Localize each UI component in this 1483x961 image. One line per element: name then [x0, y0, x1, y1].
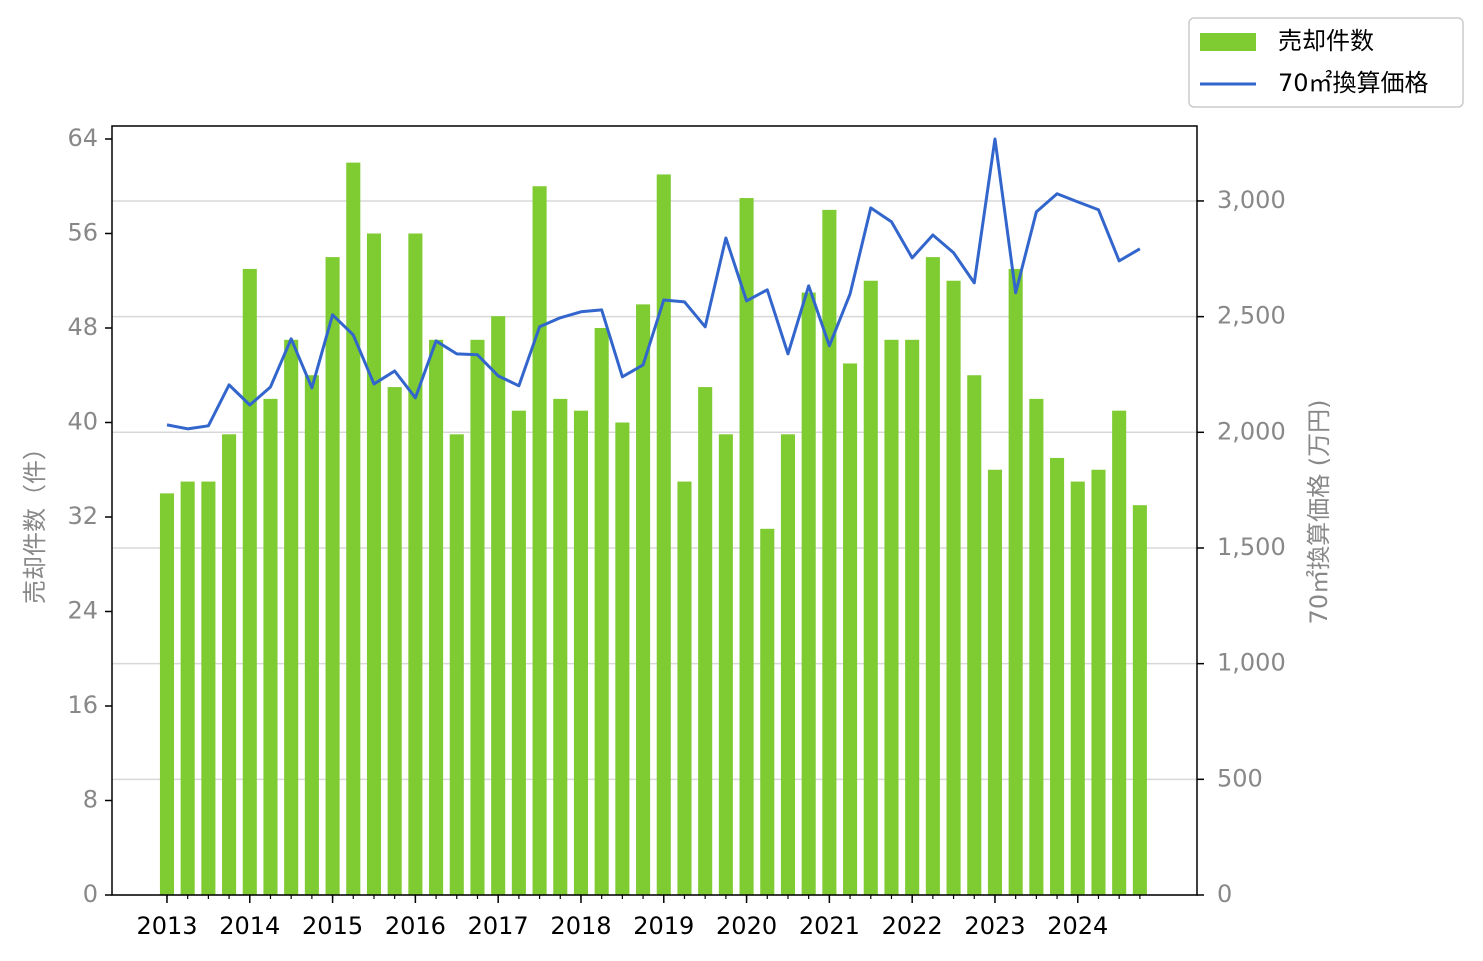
- y-tick-label: 64: [67, 124, 98, 152]
- y2-tick-label: 2,000: [1217, 417, 1286, 445]
- bar: [387, 387, 402, 895]
- plot-frame: [111, 125, 1198, 896]
- bar: [594, 327, 609, 896]
- y2-tick-label: 1,500: [1217, 533, 1286, 561]
- bar: [304, 375, 319, 895]
- bar: [366, 233, 382, 895]
- bar: [656, 174, 671, 895]
- bar: [884, 339, 899, 895]
- y-tick-label: 48: [67, 313, 98, 341]
- bar: [677, 481, 692, 895]
- bar: [718, 434, 733, 895]
- bar: [987, 469, 1003, 895]
- bar: [967, 375, 982, 895]
- bar: [863, 280, 878, 895]
- x-tick-label: 2019: [633, 912, 694, 940]
- bar: [1091, 469, 1106, 895]
- bar: [532, 186, 547, 895]
- bar: [1008, 268, 1023, 896]
- bar: [470, 339, 485, 895]
- bar: [925, 257, 940, 895]
- line: [166, 137, 1141, 431]
- bar: [698, 387, 713, 895]
- bar: [242, 268, 257, 896]
- bar: [905, 339, 920, 895]
- bar: [1050, 457, 1065, 895]
- x-tick-label: 2022: [882, 912, 943, 940]
- bar: [553, 398, 568, 895]
- bar: [429, 339, 444, 895]
- bar: [491, 316, 506, 895]
- bar: [263, 398, 278, 895]
- bar: [573, 410, 589, 895]
- y2-tick-label: 1,000: [1217, 649, 1286, 677]
- bar: [615, 422, 630, 895]
- y2-tick-label: 500: [1217, 764, 1263, 792]
- bar: [843, 363, 858, 895]
- bar: [760, 528, 775, 895]
- legend: 売却件数 70㎡換算価格: [1188, 17, 1464, 108]
- x-tick-label: 2014: [219, 912, 280, 940]
- x-tick-label: 2016: [385, 912, 446, 940]
- bar: [284, 339, 299, 895]
- y2-tick-label: 3,000: [1217, 186, 1286, 214]
- y-axis-label: 売却件数（件）: [21, 436, 49, 604]
- x-tick-label: 2023: [964, 912, 1025, 940]
- x-tick-label: 2015: [302, 912, 363, 940]
- bar: [449, 434, 464, 895]
- x-tick-label: 2017: [468, 912, 529, 940]
- bar: [1112, 410, 1127, 895]
- bar: [1132, 505, 1147, 895]
- bar: [346, 162, 361, 896]
- x-tick-label: 2020: [716, 912, 777, 940]
- x-tick-label: 2018: [550, 912, 611, 940]
- bar: [739, 198, 754, 896]
- bar: [780, 434, 796, 895]
- bar: [636, 304, 651, 895]
- y2-tick-label: 0: [1217, 880, 1232, 908]
- bar: [180, 481, 195, 895]
- y-tick-label: 40: [67, 407, 98, 435]
- bar: [408, 233, 423, 895]
- bar: [201, 481, 216, 895]
- bar: [946, 280, 961, 895]
- bar: [222, 434, 237, 895]
- y2-tick-label: 2,500: [1217, 302, 1286, 330]
- y-tick-label: 0: [83, 880, 98, 908]
- y-tick-label: 32: [67, 502, 98, 530]
- bar: [822, 209, 837, 895]
- bar: [325, 257, 340, 895]
- bar: [801, 292, 816, 895]
- x-tick-label: 2021: [799, 912, 860, 940]
- legend-label: 売却件数: [1278, 27, 1374, 55]
- bar: [159, 493, 175, 895]
- y-tick-label: 56: [67, 218, 98, 246]
- y-tick-label: 24: [67, 596, 98, 624]
- x-tick-label: 2013: [136, 912, 197, 940]
- bar: [1070, 481, 1085, 895]
- bar: [1029, 398, 1044, 895]
- x-tick-label: 2024: [1047, 912, 1108, 940]
- bar: [511, 410, 526, 895]
- legend-label: 70㎡換算価格: [1278, 69, 1429, 97]
- y-tick-label: 16: [67, 691, 98, 719]
- legend-swatch: [1200, 33, 1256, 51]
- y2-axis-label: 70㎡換算価格 (万円): [1305, 400, 1333, 625]
- legend-frame: [1188, 17, 1464, 108]
- y-tick-label: 8: [83, 785, 98, 813]
